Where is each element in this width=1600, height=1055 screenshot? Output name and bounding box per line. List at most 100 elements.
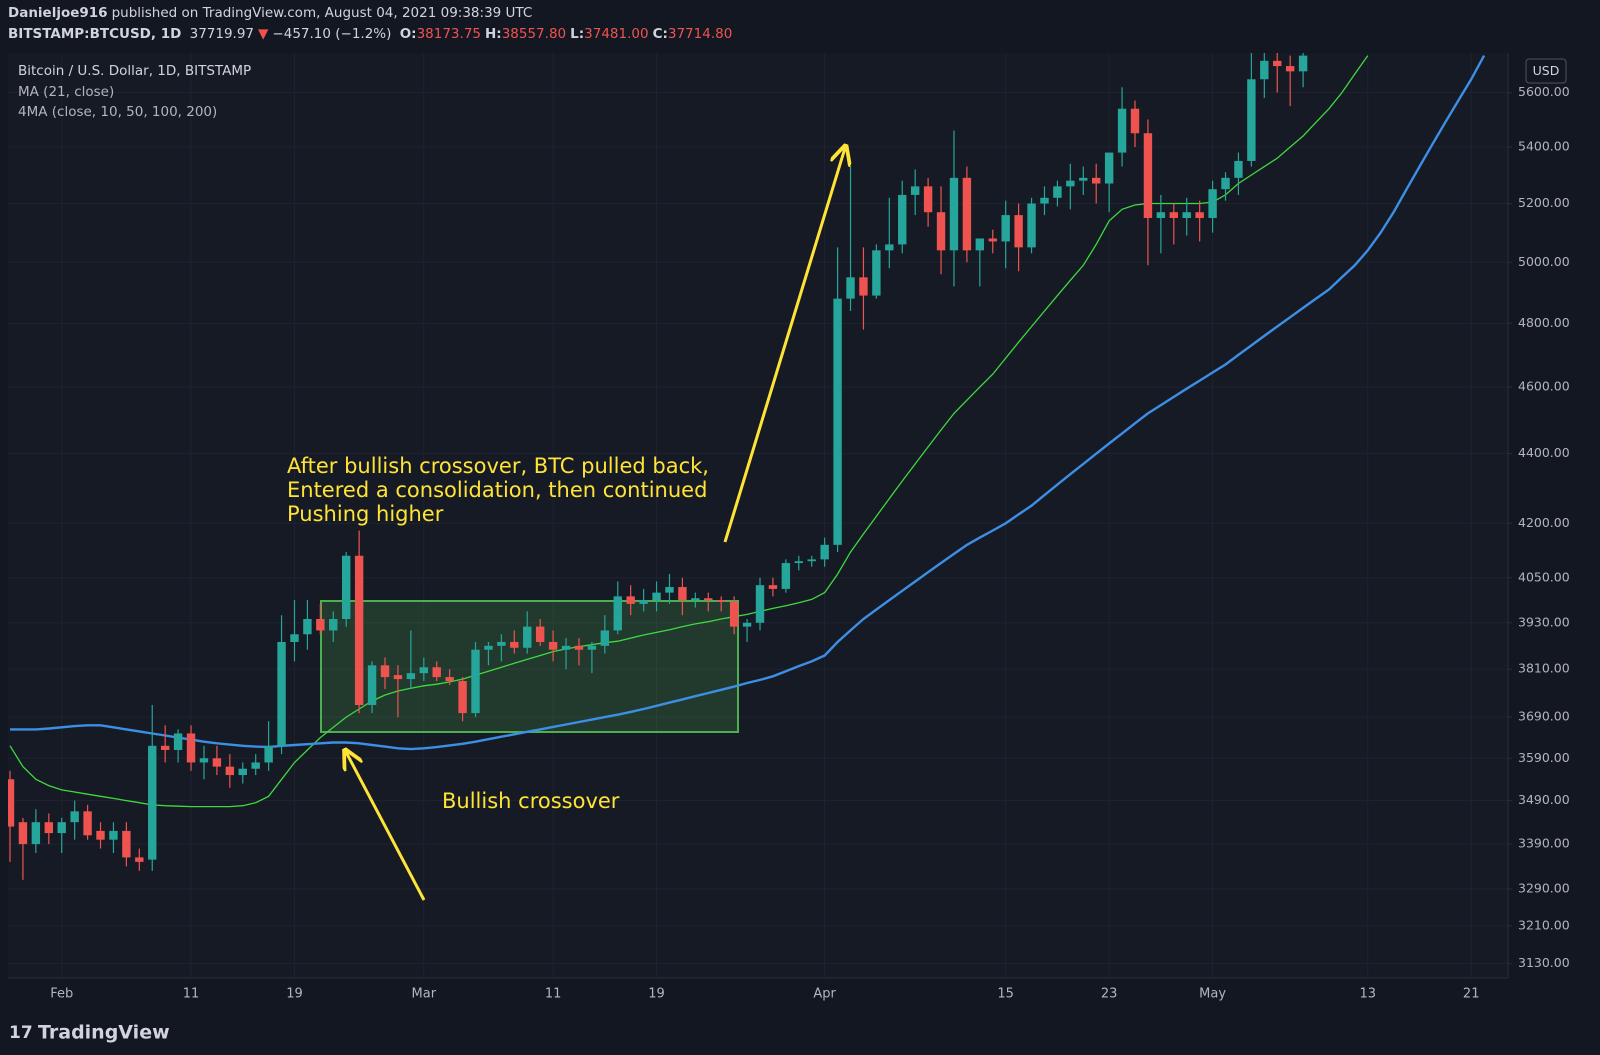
- legend: Bitcoin / U.S. Dollar, 1D, BITSTAMP MA (…: [18, 61, 251, 123]
- annotation: Entered a consolidation, then continued: [287, 478, 707, 502]
- candle-body: [186, 733, 196, 763]
- candle-body: [173, 733, 183, 750]
- candle-body: [936, 212, 946, 251]
- x-tick-label: May: [1199, 987, 1226, 1002]
- ohlc: O:38173.75 H:38557.80 L:37481.00 C:37714.80: [400, 26, 737, 42]
- y-tick-label: 3490.00: [1518, 792, 1570, 807]
- candle-body: [574, 645, 584, 650]
- candle-body: [1260, 60, 1269, 80]
- candle-body: [613, 596, 622, 631]
- candle-body: [548, 641, 558, 650]
- candle-body: [458, 681, 467, 714]
- y-tick-label: 5400.00: [1518, 139, 1570, 154]
- y-tick-label: 4050.00: [1518, 569, 1570, 584]
- candle-body: [859, 277, 868, 296]
- candle-body: [1040, 197, 1049, 204]
- candle-body: [406, 673, 416, 680]
- candle-body: [1066, 180, 1075, 187]
- annotation: Pushing higher: [287, 502, 444, 526]
- candle-body: [665, 587, 674, 593]
- candle-body: [135, 857, 144, 862]
- candle-body: [238, 768, 247, 776]
- candle-body: [1092, 177, 1101, 184]
- y-tick-label: 3210.00: [1518, 917, 1570, 932]
- candle-body: [264, 745, 273, 763]
- direction: ▼: [258, 26, 269, 42]
- candle-body: [885, 244, 894, 251]
- candle-body: [1298, 55, 1308, 72]
- candle-body: [1079, 177, 1088, 181]
- candle-body: [1104, 152, 1114, 184]
- candle-body: [70, 811, 79, 823]
- candle-body: [1130, 108, 1140, 134]
- quote-line: BITSTAMP:BTCUSD, 1D 37719.97 ▼ −457.10 (−1…: [8, 26, 740, 42]
- candle-body: [96, 830, 105, 840]
- chart-title: Bitcoin / U.S. Dollar, 1D, BITSTAMP: [18, 63, 252, 79]
- candle-body: [962, 177, 972, 251]
- candle-body: [31, 822, 41, 845]
- candle-body: [329, 618, 338, 631]
- legend-entry: 4MA (close, 10, 50, 100, 200): [18, 104, 218, 120]
- candle-body: [898, 194, 907, 245]
- candle-body: [1169, 212, 1178, 219]
- ohlc-label: L:: [570, 26, 585, 42]
- candle-body: [639, 600, 648, 604]
- candle-body: [83, 811, 92, 836]
- candle-body: [742, 622, 752, 627]
- candle-body: [910, 186, 920, 195]
- x-tick-label: Apr: [813, 987, 836, 1002]
- ohlc-value: 37714.80: [667, 26, 733, 42]
- ohlc-label: H:: [485, 26, 502, 42]
- candle-body: [1053, 186, 1062, 198]
- candle-body: [523, 626, 532, 648]
- candle-body: [755, 585, 765, 623]
- x-tick-label: 15: [997, 987, 1014, 1002]
- candle-body: [626, 596, 635, 604]
- y-tick-label: 3930.00: [1518, 614, 1570, 629]
- x-tick-label: 23: [1101, 987, 1118, 1002]
- consolidation-box: [320, 600, 739, 733]
- author: Danieljoe916: [8, 5, 108, 21]
- logo-mark: 17: [9, 1023, 33, 1043]
- candle-body: [8, 779, 15, 827]
- candle-body: [781, 563, 791, 589]
- last-price: 37719.97: [189, 26, 255, 42]
- candle-body: [109, 830, 118, 840]
- y-tick-label: 3690.00: [1518, 709, 1570, 724]
- ohlc-label: C:: [652, 26, 668, 42]
- x-tick-label: 19: [286, 987, 303, 1002]
- candle-body: [833, 298, 842, 545]
- x-tick-label: 13: [1359, 987, 1376, 1002]
- candle-body: [354, 555, 364, 706]
- candle-body: [277, 641, 286, 746]
- candle-body: [1014, 215, 1023, 248]
- candle-body: [225, 766, 235, 776]
- currency: USD: [1533, 63, 1560, 78]
- change: −457.10 (−1.2%): [272, 26, 392, 42]
- y-tick-label: 5000.00: [1518, 254, 1570, 269]
- candle-body: [445, 677, 454, 682]
- candle-body: [316, 618, 325, 631]
- x-tick-label: Mar: [412, 987, 437, 1002]
- y-tick-label: 4800.00: [1518, 315, 1570, 330]
- candle-body: [1182, 212, 1191, 219]
- candle-body: [1195, 212, 1204, 219]
- candle-body: [678, 587, 687, 601]
- candle-body: [652, 592, 661, 601]
- ma-line: [9, 55, 1369, 808]
- y-tick-label: 5600.00: [1518, 84, 1570, 99]
- x-tick-label: Feb: [50, 987, 73, 1002]
- candle-body: [1208, 189, 1217, 219]
- legend-entry: MA (21, close): [18, 83, 115, 100]
- ohlc-value: 38173.75: [416, 26, 481, 42]
- currency-badge: [1525, 58, 1567, 84]
- plot-area: [8, 53, 1508, 978]
- candle-body: [949, 177, 959, 251]
- candle-body: [367, 665, 377, 706]
- y-tick-label: 3590.00: [1518, 750, 1570, 765]
- candle-body: [717, 600, 726, 602]
- candle-body: [846, 277, 855, 299]
- y-tick-label: 3390.00: [1518, 836, 1570, 851]
- candle-body: [1285, 66, 1295, 72]
- ohlc-value: 38557.80: [501, 26, 567, 42]
